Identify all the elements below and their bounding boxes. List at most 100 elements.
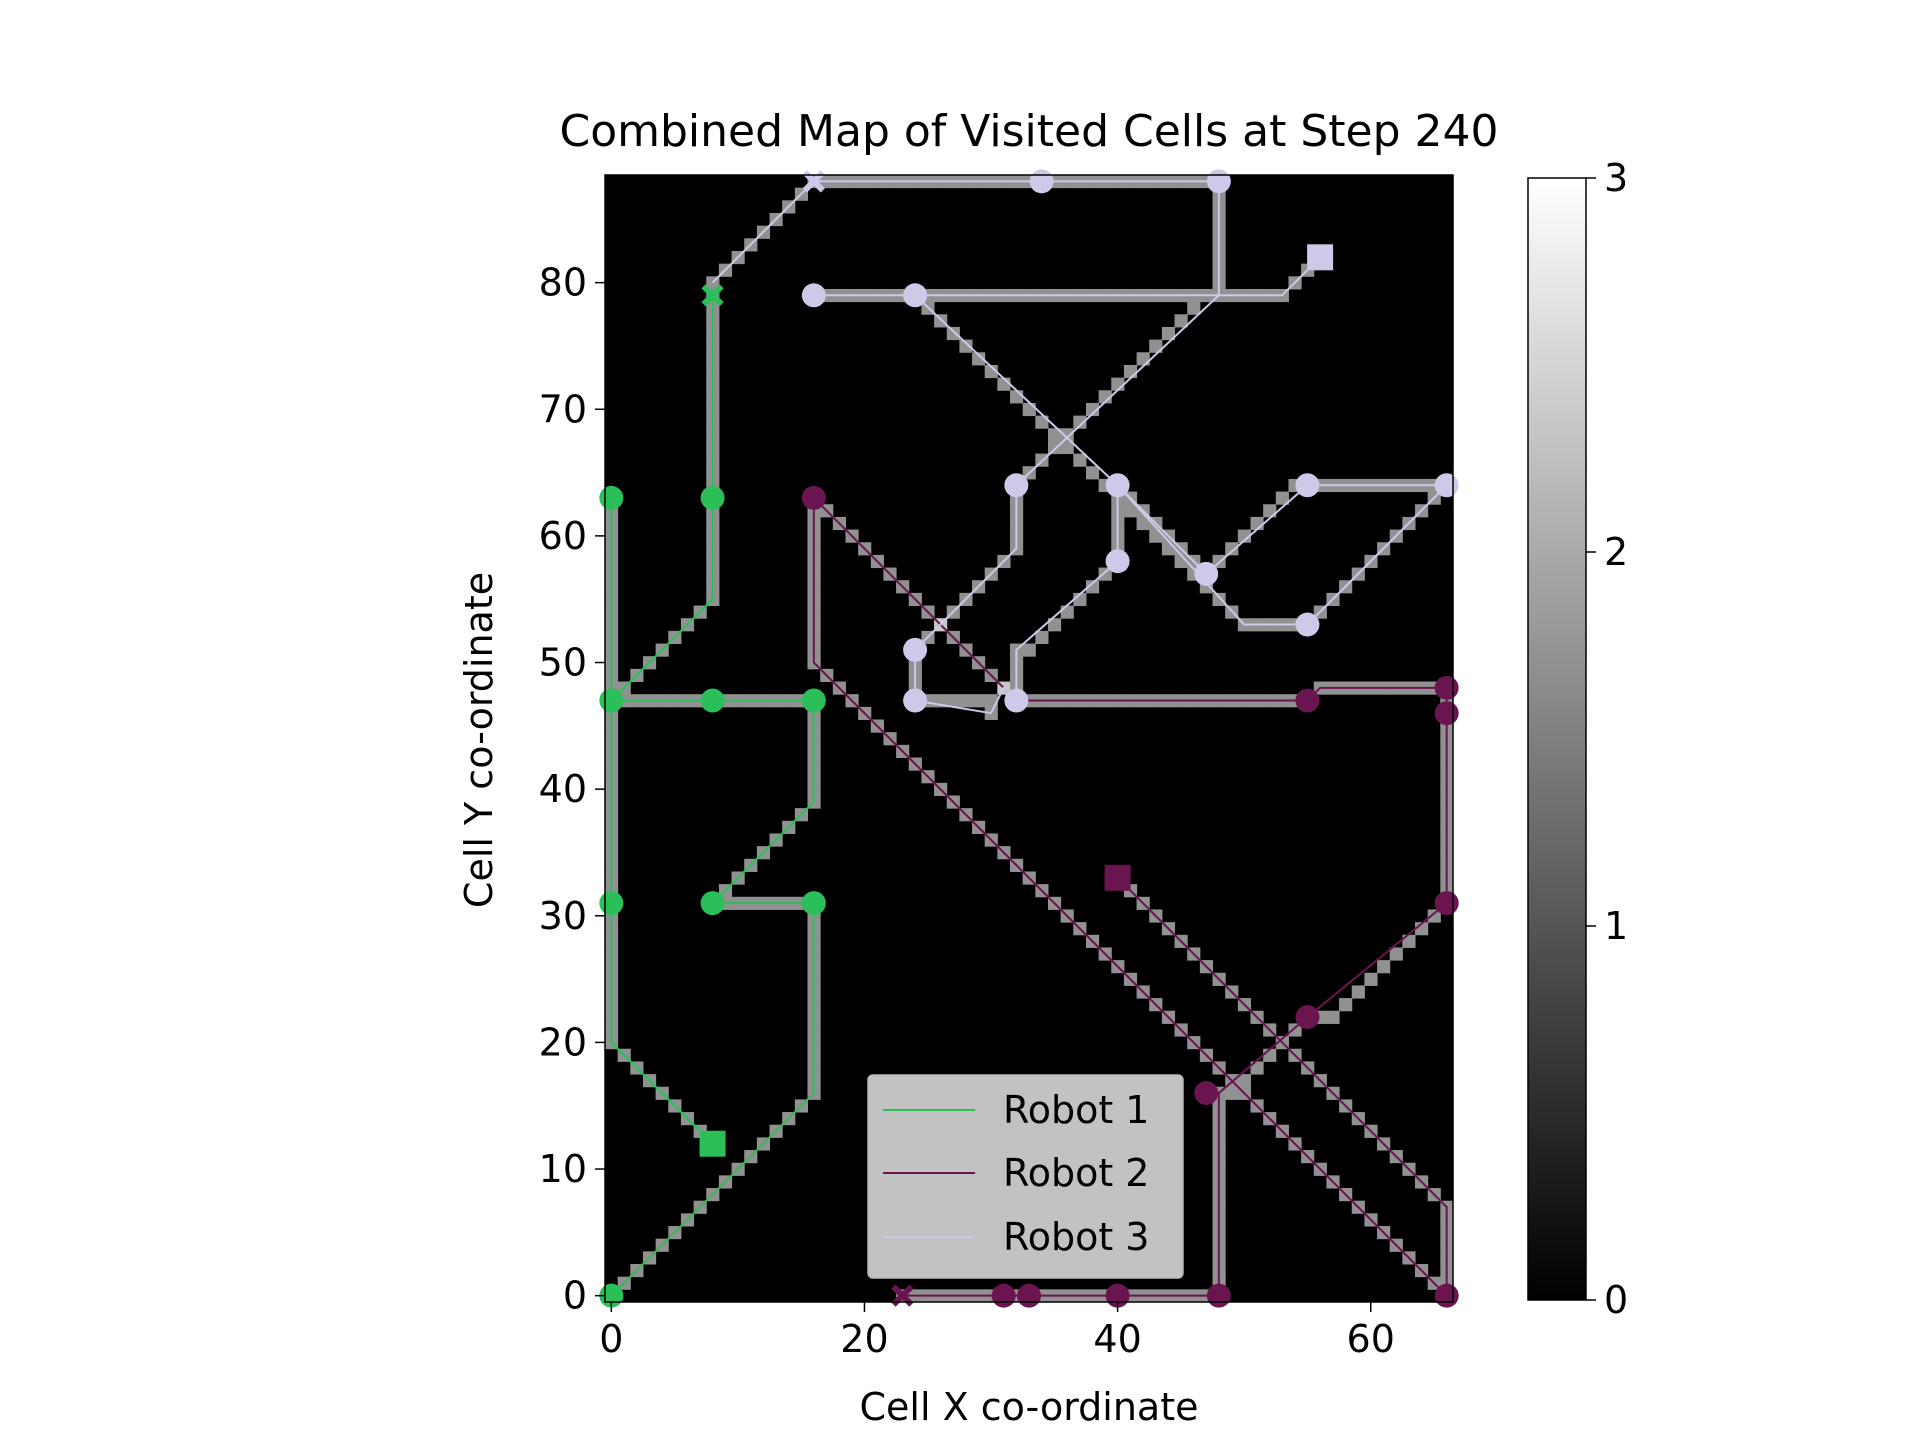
visited-cell [1136, 352, 1150, 366]
robot-3-waypoint [1105, 473, 1130, 498]
visited-cell [1364, 972, 1378, 986]
robot-3-waypoint [801, 283, 826, 308]
robot-3-start-marker [1307, 244, 1334, 271]
visited-cell [1085, 466, 1100, 480]
robot-1-waypoint [599, 891, 624, 916]
visited-cell [1022, 402, 1036, 417]
x-tick-label: 0 [599, 1317, 623, 1361]
y-tick-label: 20 [539, 1020, 587, 1064]
legend-label-robot-3: Robot 3 [1003, 1215, 1149, 1259]
visited-cell [1073, 453, 1087, 467]
visited-cell [1237, 1074, 1251, 1088]
robot-2-start-marker [1104, 864, 1131, 891]
robot-2-waypoint [801, 485, 826, 510]
legend-label-robot-2: Robot 2 [1003, 1151, 1149, 1195]
visited-cell [1377, 960, 1391, 974]
robot-1-start-marker [699, 1130, 726, 1157]
robot-3-waypoint [1295, 473, 1320, 498]
colorbar-tick-label: 1 [1604, 904, 1628, 948]
legend-box [867, 1074, 1184, 1279]
visited-cell [1161, 326, 1176, 341]
visited-cell [1351, 985, 1365, 999]
robot-3-waypoint [1206, 169, 1231, 194]
y-axis: 0 10 20 30 40 50 60 70 80 [539, 261, 605, 1318]
visited-cell [1389, 947, 1403, 961]
robot-3-waypoint [1434, 473, 1459, 498]
robot-2-waypoint [1434, 1283, 1459, 1308]
y-tick-label: 80 [539, 261, 587, 305]
robot-1-waypoint [599, 485, 624, 510]
robot-2-waypoint [991, 1283, 1016, 1308]
x-tick-label: 20 [840, 1317, 888, 1361]
robot-3-waypoint [1029, 169, 1054, 194]
visited-cell [1237, 529, 1251, 543]
visited-cell [1085, 402, 1100, 417]
visited-cell [959, 339, 973, 353]
colorbar-tick-label: 2 [1604, 530, 1628, 574]
visited-cell [1022, 643, 1036, 657]
robot-2-waypoint [1434, 675, 1459, 700]
robot-1-end-marker [701, 284, 724, 307]
visited-cell [1161, 542, 1176, 556]
y-tick-label: 0 [563, 1274, 587, 1318]
legend: Robot 1 Robot 2 Robot 3 [867, 1074, 1184, 1279]
visited-cell [1047, 440, 1062, 455]
visited-cell [1098, 567, 1112, 581]
visited-cell [984, 364, 998, 379]
robot-3-waypoint [903, 637, 928, 662]
robot-1-waypoint [801, 891, 826, 916]
robot-2-waypoint [1194, 1081, 1219, 1106]
legend-label-robot-1: Robot 1 [1003, 1088, 1149, 1132]
robot-2-path-line [812, 496, 1448, 1297]
robot-2-waypoint [1017, 1283, 1041, 1308]
robot-paths-layer [610, 180, 1448, 1297]
visited-cell [1123, 364, 1138, 379]
visited-cell [1149, 339, 1163, 353]
visited-cell [1288, 1023, 1302, 1037]
visited-cell [934, 314, 948, 328]
colorbar [1527, 177, 1587, 1301]
chart-title: Combined Map of Visited Cells at Step 24… [559, 106, 1498, 157]
robot-2-waypoint [1434, 891, 1459, 916]
y-tick-label: 10 [539, 1147, 587, 1191]
visited-cell [946, 694, 960, 708]
colorbar-tick-label: 3 [1604, 156, 1628, 200]
robot-3-waypoint [1295, 612, 1320, 637]
visited-cell [1427, 909, 1441, 923]
visited-cell [972, 352, 986, 366]
robot-3-waypoint [1194, 561, 1219, 586]
robot-1-waypoint [700, 891, 725, 916]
x-tick-label: 60 [1347, 1317, 1395, 1361]
colorbar-tick-label: 0 [1604, 1278, 1628, 1322]
visited-cell [1275, 491, 1289, 505]
visited-cell [1123, 504, 1138, 518]
robot-2-waypoint [1295, 688, 1320, 713]
colorbar-axis: 0 1 2 3 [1586, 156, 1628, 1322]
robot-1-path-line [610, 294, 815, 1297]
robot-2-waypoint [1434, 701, 1459, 726]
robot-3-waypoint [903, 283, 928, 308]
visited-cell [1174, 314, 1188, 328]
visited-cell [1225, 1086, 1239, 1100]
x-tick-label: 40 [1093, 1317, 1141, 1361]
visited-cell [1035, 630, 1049, 645]
visited-cell [1212, 592, 1226, 607]
visited-cell [1225, 542, 1239, 556]
visited-cell [1149, 529, 1163, 543]
robot-3-path-line [711, 180, 1448, 715]
visited-cell [972, 694, 986, 708]
x-axis-label: Cell X co-ordinate [859, 1385, 1198, 1429]
visited-cell [1010, 390, 1024, 404]
visited-cell [1047, 428, 1062, 442]
visited-cell [1250, 1061, 1264, 1075]
visited-cell [959, 694, 973, 708]
y-tick-label: 30 [539, 894, 587, 938]
visited-cell [1402, 934, 1416, 948]
visited-cell [1035, 415, 1049, 429]
y-tick-label: 40 [539, 767, 587, 811]
visited-cell [1047, 618, 1062, 632]
robot-2-waypoint [1295, 1005, 1320, 1030]
visited-cell [1339, 998, 1353, 1012]
visited-cell [1187, 301, 1201, 315]
robot-3-waypoint [1004, 688, 1029, 713]
